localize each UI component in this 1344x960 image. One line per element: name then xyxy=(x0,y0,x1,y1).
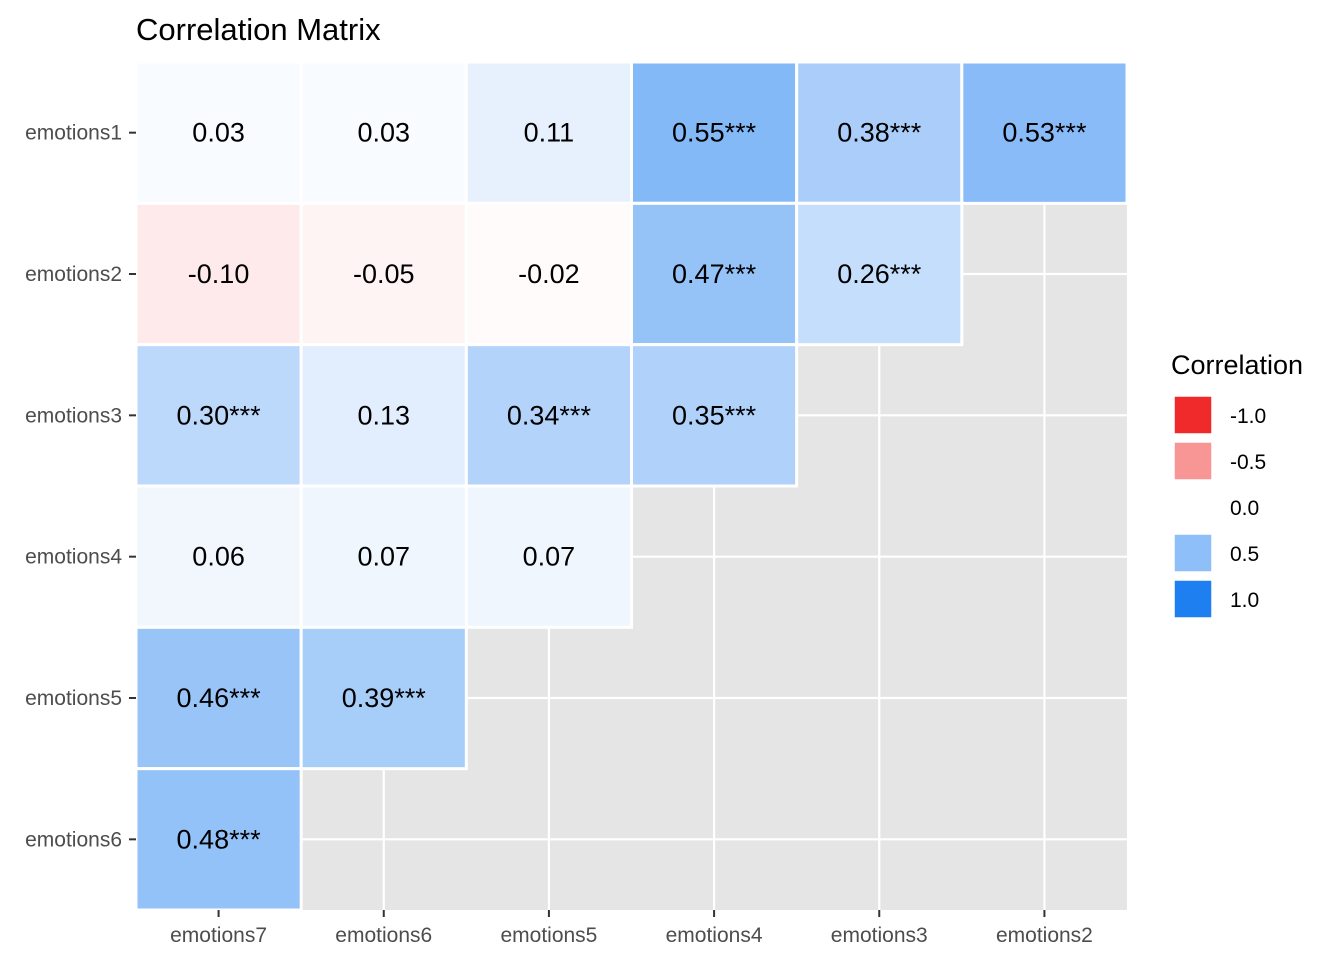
x-tick-label: emotions5 xyxy=(500,924,597,947)
chart-title: Correlation Matrix xyxy=(136,12,381,47)
cell-value-label: 0.47*** xyxy=(672,259,757,289)
cell-value-label: 0.34*** xyxy=(507,400,592,430)
legend-label: 0.5 xyxy=(1230,543,1259,566)
heatmap-cell xyxy=(299,343,468,488)
heatmap-cell xyxy=(464,343,634,488)
y-axis: emotions1 emotions2 emotions3 emotions4 emot… xyxy=(25,122,136,851)
x-axis: emotions7 emotions6 emotions5 emotions4 emot… xyxy=(170,910,1093,947)
cell-value-label: -0.05 xyxy=(353,259,415,289)
heatmap-cells xyxy=(134,60,1129,912)
heatmap-cell xyxy=(134,767,303,912)
heatmap-cell xyxy=(464,201,634,347)
cell-value-label: 0.26*** xyxy=(837,259,922,289)
heatmap-cell xyxy=(630,343,799,488)
cell-value-label: 0.53*** xyxy=(1002,118,1087,148)
heatmap-cell xyxy=(299,625,468,771)
cell-value-label: 0.39*** xyxy=(342,683,427,713)
cell-value-label: 0.07 xyxy=(357,542,410,572)
y-tick-label: emotions6 xyxy=(25,828,122,851)
heatmap-cell xyxy=(134,343,303,488)
y-tick-label: emotions4 xyxy=(25,546,122,569)
heatmap-cell xyxy=(630,60,799,205)
x-tick-label: emotions6 xyxy=(335,924,432,947)
cell-labels: 0.03 0.03 0.11 0.55*** 0.38*** 0.53*** -0.10 -0… xyxy=(177,118,1087,855)
cell-value-label: 0.11 xyxy=(524,118,575,148)
y-tick-label: emotions3 xyxy=(25,404,122,427)
legend-label: 1.0 xyxy=(1230,589,1259,612)
legend-title: Correlation xyxy=(1171,350,1303,380)
cell-value-label: 0.48*** xyxy=(177,824,262,854)
y-tick-label: emotions1 xyxy=(25,122,122,145)
cell-value-label: 0.03 xyxy=(357,118,410,148)
y-tick-label: emotions5 xyxy=(25,687,122,710)
cell-value-label: 0.30*** xyxy=(177,400,262,430)
heatmap-cell xyxy=(299,484,468,629)
x-tick-label: emotions2 xyxy=(996,924,1093,947)
legend-label: 0.0 xyxy=(1230,497,1259,520)
cell-value-label: 0.55*** xyxy=(672,118,757,148)
heatmap-cell xyxy=(134,625,303,771)
cell-value-label: 0.13 xyxy=(357,400,410,430)
legend: Correlation -1.0 -0.5 0.0 0.5 1.0 xyxy=(1171,350,1303,619)
y-tick-label: emotions2 xyxy=(25,263,122,286)
legend-key xyxy=(1173,579,1213,619)
legend-label: -0.5 xyxy=(1230,451,1266,474)
cell-value-label: 0.03 xyxy=(192,118,245,148)
heatmap-cell xyxy=(960,60,1129,205)
heatmap-cell xyxy=(464,484,634,629)
legend-key xyxy=(1173,441,1213,481)
legend-key xyxy=(1173,533,1213,573)
heatmap-cell xyxy=(299,201,468,347)
cell-value-label: 0.35*** xyxy=(672,400,757,430)
x-tick-label: emotions3 xyxy=(831,924,928,947)
cell-value-label: 0.46*** xyxy=(177,683,262,713)
legend-label: -1.0 xyxy=(1230,405,1266,428)
heatmap-cell xyxy=(795,201,964,347)
legend-key xyxy=(1173,395,1213,435)
cell-value-label: 0.07 xyxy=(523,542,576,572)
x-tick-label: emotions7 xyxy=(170,924,267,947)
cell-value-label: 0.38*** xyxy=(837,118,922,148)
cell-value-label: -0.10 xyxy=(188,259,250,289)
legend-key xyxy=(1173,487,1213,527)
x-tick-label: emotions4 xyxy=(666,924,763,947)
cell-value-label: -0.02 xyxy=(518,259,580,289)
cell-value-label: 0.06 xyxy=(192,542,245,572)
heatmap-cell xyxy=(464,60,634,205)
